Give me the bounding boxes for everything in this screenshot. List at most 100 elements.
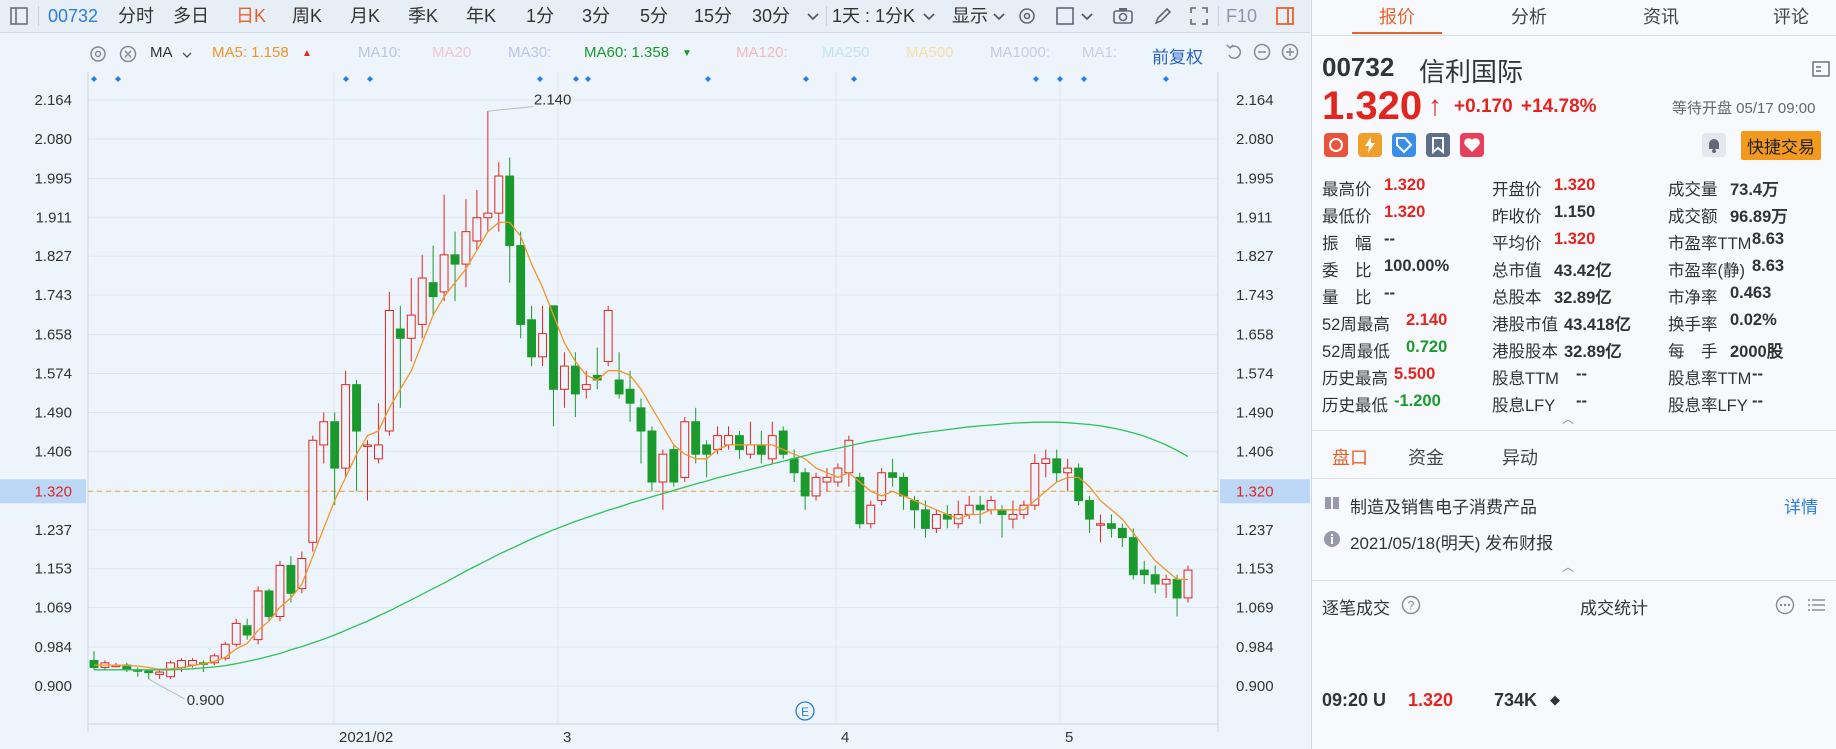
candle-body [1150,574,1160,585]
tab-yearly-k[interactable]: 年K [466,6,497,26]
stat-label: 港股股本 [1492,343,1558,361]
stat-label: 成交量 [1668,181,1718,199]
candle-body [483,212,493,219]
stat-value: 32.89亿 [1564,343,1622,361]
y-tick-label-left: 1.658 [34,327,72,344]
ma10-label: MA10: [358,44,402,61]
f10-button[interactable]: F10 [1226,6,1258,26]
timeframe-select[interactable]: 1天 : 1分K [832,6,916,26]
low-annotation: 0.900 [187,692,225,709]
candle-body [352,384,361,432]
event-diamond-icon [573,76,579,82]
tab-3min[interactable]: 3分 [582,6,611,26]
chevron-down-icon[interactable] [180,48,194,62]
candle-body [1041,458,1051,464]
tab-capital[interactable]: 资金 [1408,448,1444,468]
close-icon[interactable] [118,44,138,64]
tab-15min[interactable]: 15分 [694,6,733,26]
stock-code-tab[interactable]: 00732 [48,6,99,26]
ma-selector[interactable]: MA [150,44,173,61]
tab-1min[interactable]: 1分 [526,6,555,26]
event-diamond-icon [1033,76,1039,82]
stat-label: 量 比 [1322,289,1372,307]
candle-body [231,622,241,645]
y-tick-label-right: 2.080 [1236,131,1274,148]
tab-daily-k[interactable]: 日K [236,6,267,26]
ma30-label: MA30: [508,44,552,61]
tab-weekly-k[interactable]: 周K [292,6,323,26]
bookmark-icon[interactable] [1426,133,1450,157]
candle-body [1074,467,1084,502]
tab-30min[interactable]: 30分 [752,6,791,26]
tab-intraday[interactable]: 分时 [118,6,154,26]
ma1-label: MA1: [1082,44,1118,61]
hk-flag-icon[interactable] [1324,133,1348,157]
list-icon[interactable] [1806,594,1828,616]
collapse-panel-icon[interactable] [1810,58,1832,80]
chevron-down-icon[interactable] [802,5,824,27]
adjust-price-button[interactable]: 前复权 [1152,48,1203,67]
tab-multiday[interactable]: 多日 [173,6,209,26]
candle-body [406,314,416,339]
current-price-label-right: 1.320 [1236,483,1274,500]
gear-icon[interactable] [1016,5,1038,27]
fullscreen-icon[interactable] [1188,5,1210,27]
y-tick-label-right: 1.237 [1236,522,1274,539]
event-diamond-icon [1057,76,1063,82]
candle-body [931,513,941,529]
stat-value: 5.500 [1394,365,1436,383]
svg-text:?: ? [1408,599,1415,613]
settings-icon[interactable] [88,44,108,64]
pencil-icon[interactable] [1152,5,1174,27]
tab-quarterly-k[interactable]: 季K [408,6,439,26]
collapse-up-icon[interactable]: ︿ [1562,560,1575,574]
more-icon[interactable] [1774,594,1796,616]
chevron-down-icon[interactable] [918,5,940,27]
candle-body [275,564,285,617]
collapse-up-icon[interactable]: ︿ [1562,412,1575,426]
quick-trade-button[interactable]: 快捷交易 [1741,131,1821,160]
tab-monthly-k[interactable]: 月K [350,6,381,26]
tab-quote[interactable]: 报价 [1352,0,1442,34]
sidebar-toggle-icon[interactable] [8,5,30,27]
tab-analysis[interactable]: 分析 [1511,7,1547,27]
undo-icon[interactable] [1224,42,1244,62]
display-menu[interactable]: 显示 [952,6,988,26]
candlestick-chart[interactable]: 2.164 2.164 2.080 2.080 1.995 1.995 1.911 1.911… [0,72,1310,749]
candle-body [1161,578,1171,585]
tag-icon[interactable] [1392,133,1416,157]
stat-value: 0.463 [1730,284,1772,302]
camera-icon[interactable] [1112,5,1134,27]
stat-label: 股息TTM [1492,370,1559,388]
help-icon[interactable]: ? [1400,594,1422,616]
tab-anomaly[interactable]: 异动 [1502,448,1538,468]
y-tick-label-left: 1.406 [34,443,72,460]
stat-label: 成交额 [1668,208,1718,226]
square-icon[interactable] [1054,5,1076,27]
detail-link[interactable]: 详情 [1784,498,1818,517]
stat-value: 96.89万 [1730,208,1788,226]
candle-body [658,453,668,483]
panel-toggle-icon[interactable] [1274,5,1296,27]
zoom-in-icon[interactable] [1280,42,1300,62]
lightning-icon[interactable] [1358,133,1382,157]
x-tick-label: 2021/02 [339,729,393,746]
candle-body [461,231,471,265]
stat-value: -- [1384,284,1395,302]
bell-icon[interactable] [1702,133,1726,157]
heart-icon[interactable] [1460,133,1484,157]
tab-order-book[interactable]: 盘口 [1332,448,1368,468]
candle-body [89,660,99,668]
zoom-out-icon[interactable] [1252,42,1272,62]
report-notice: 2021/05/18(明天) 发布财报 [1350,534,1554,553]
diamond-icon: ◆ [1550,692,1560,707]
chevron-down-icon[interactable] [988,5,1010,27]
event-diamond-icon [803,76,809,82]
chevron-down-icon[interactable] [1076,5,1098,27]
candle-body [308,439,318,543]
tab-news[interactable]: 资讯 [1643,7,1679,27]
tab-comments[interactable]: 评论 [1773,7,1809,27]
tab-5min[interactable]: 5分 [640,6,669,26]
candle-body [1063,467,1073,474]
event-diamond-icon [851,76,857,82]
